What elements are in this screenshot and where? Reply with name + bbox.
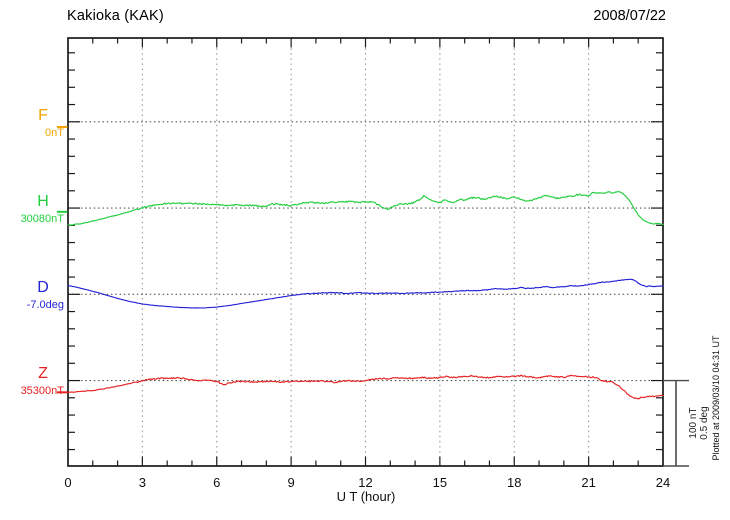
- x-tick-label: 12: [358, 475, 372, 490]
- station-title: Kakioka (KAK): [67, 8, 164, 24]
- x-axis-title: U T (hour): [336, 489, 396, 504]
- plotted-at-note: Plotted at 2009/03/10 04:31 UT: [711, 335, 721, 461]
- channel-f-label: F: [38, 107, 48, 124]
- channel-d-baseline-value: -7.0deg: [26, 299, 64, 311]
- scale-bar-nt-label: 100 nT: [688, 407, 699, 439]
- scale-bar-label: 100 nT 0.5 deg: [688, 406, 710, 439]
- channel-z-baseline-value: 35300nT: [20, 385, 64, 397]
- z-trace: [67, 374, 664, 400]
- channel-h-baseline-value: 30080nT: [20, 213, 64, 225]
- channel-f-baseline-value: 0nT: [45, 127, 64, 139]
- x-tick-label: 24: [656, 475, 670, 490]
- scale-bar-deg-label: 0.5 deg: [699, 406, 710, 440]
- x-tick-label: 0: [64, 475, 71, 490]
- x-tick-label: 15: [433, 475, 447, 490]
- d-trace: [67, 278, 664, 309]
- h-trace: [67, 190, 664, 226]
- plot-frame: [67, 37, 664, 467]
- channel-d-label: D: [37, 279, 49, 296]
- plot-date: 2008/07/22: [593, 8, 666, 24]
- x-tick-label: 21: [581, 475, 595, 490]
- x-tick-label: 18: [507, 475, 521, 490]
- channel-z-label: Z: [38, 365, 48, 382]
- x-tick-label: 9: [288, 475, 295, 490]
- x-tick-label: 3: [139, 475, 146, 490]
- x-tick-label: 6: [213, 475, 220, 490]
- channel-h-label: H: [37, 193, 49, 210]
